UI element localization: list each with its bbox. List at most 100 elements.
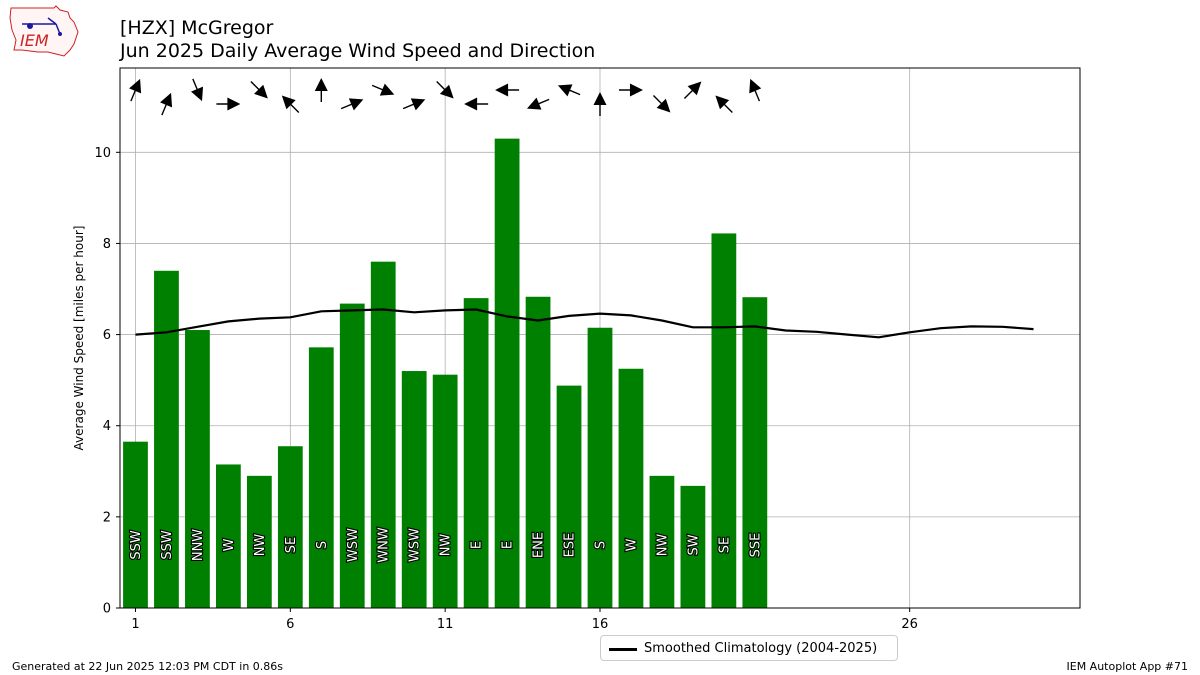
wind-bar — [463, 298, 489, 608]
y-axis-label: Average Wind Speed [miles per hour] — [72, 226, 86, 451]
wind-arrow-head — [160, 92, 173, 108]
wind-bar — [185, 330, 210, 608]
chart-subtitle: Jun 2025 Daily Average Wind Speed and Di… — [120, 40, 596, 62]
x-tick-label: 1 — [131, 617, 139, 632]
wind-arrow — [371, 83, 395, 96]
direction-label: ENE — [532, 532, 547, 558]
x-tick-label: 26 — [901, 617, 918, 632]
wind-arrow — [129, 78, 142, 102]
direction-label: NW — [439, 534, 454, 557]
wind-arrow-head — [687, 81, 702, 96]
y-tick-label: 0 — [103, 602, 111, 617]
wind-bar — [308, 347, 334, 608]
wind-arrow — [281, 95, 300, 113]
wind-arrow-head — [749, 78, 762, 94]
wind-arrows — [129, 78, 762, 116]
direction-label: S — [315, 541, 330, 549]
direction-label: WNW — [377, 527, 392, 563]
wind-arrow — [402, 98, 426, 111]
wind-arrow — [683, 81, 702, 99]
wind-bar — [123, 441, 148, 608]
wind-arrow-head — [593, 92, 607, 105]
y-tick-label: 4 — [103, 419, 111, 434]
wind-arrow — [526, 97, 550, 110]
legend-swatch — [609, 648, 637, 651]
direction-label: SSW — [129, 530, 144, 560]
wind-bar — [556, 385, 582, 608]
wind-bar — [618, 368, 644, 608]
direction-label: NNW — [191, 529, 206, 561]
wind-bar — [277, 446, 303, 608]
footer-generated: Generated at 22 Jun 2025 12:03 PM CDT in… — [12, 660, 284, 673]
wind-bar — [742, 297, 768, 608]
wind-bar — [680, 485, 706, 608]
wind-arrow — [749, 78, 762, 102]
iem-logo: IEM — [8, 4, 80, 60]
wind-arrow-head — [379, 83, 395, 96]
wind-arrow-head — [191, 86, 204, 102]
wind-arrow-head — [281, 95, 296, 110]
direction-label: NW — [655, 534, 670, 557]
wind-bar — [339, 303, 365, 608]
y-tick-label: 6 — [103, 328, 111, 343]
direction-label: SSE — [748, 533, 763, 558]
wind-arrow — [618, 83, 643, 97]
wind-arrow — [216, 97, 241, 111]
wind-arrow-head — [464, 97, 478, 111]
wind-arrow-head — [227, 97, 241, 111]
wind-arrow — [314, 78, 328, 102]
wind-arrow — [593, 92, 607, 116]
wind-arrow — [191, 78, 204, 102]
bars — [123, 138, 768, 608]
logo-text: IEM — [20, 31, 49, 50]
wind-bar — [154, 270, 179, 608]
wind-bar — [494, 138, 520, 608]
wind-arrow — [464, 97, 489, 111]
wind-arrow-head — [656, 98, 671, 113]
wind-bar — [587, 327, 613, 608]
x-tick-label: 11 — [437, 617, 454, 632]
wind-arrow — [160, 92, 173, 116]
direction-label: W — [222, 538, 237, 551]
direction-label: NW — [253, 534, 268, 557]
direction-label: SE — [717, 537, 732, 553]
direction-label: SSW — [160, 530, 175, 560]
direction-label: SW — [686, 534, 701, 555]
wind-arrow-head — [410, 98, 426, 111]
wind-bar — [246, 475, 272, 608]
wind-arrow-head — [129, 78, 142, 94]
wind-bar — [711, 233, 737, 608]
direction-label: E — [470, 541, 485, 549]
direction-label: SE — [284, 537, 299, 553]
x-tick-label: 16 — [592, 617, 609, 632]
footer-app: IEM Autoplot App #71 — [1066, 660, 1189, 673]
direction-label: W — [624, 538, 639, 551]
wind-arrow — [436, 81, 454, 99]
climatology-line — [135, 308, 1034, 339]
wind-arrow-head — [314, 78, 328, 91]
wind-bar — [401, 371, 427, 608]
y-tick-label: 2 — [103, 510, 111, 525]
legend-label: Smoothed Climatology (2004-2025) — [644, 641, 878, 656]
direction-label: E — [501, 541, 516, 549]
wind-chart: SSW SSW NNW W NW SE S WSW WNW WSW NW E E ENE ESE S W NW SW… — [72, 67, 1081, 632]
wind-arrow — [715, 95, 733, 113]
y-tick-label: 8 — [103, 237, 111, 252]
wind-arrow-head — [526, 97, 542, 110]
wind-arrow — [250, 81, 268, 99]
y-tick-label: 10 — [94, 146, 111, 161]
legend: Smoothed Climatology (2004-2025) — [600, 635, 898, 661]
wind-arrow-head — [439, 84, 454, 99]
wind-arrow-head — [495, 83, 509, 97]
wind-arrow-head — [629, 83, 643, 97]
wind-bar — [432, 374, 458, 608]
wind-bar — [370, 261, 396, 608]
wind-arrow — [557, 84, 581, 97]
x-tick-label: 6 — [286, 617, 294, 632]
direction-label: ESE — [563, 533, 578, 558]
direction-labels: SSW SSW NNW W NW SE S WSW WNW WSW NW E E ENE ESE S W NW SW… — [128, 526, 765, 564]
wind-arrow-head — [557, 84, 573, 97]
wind-arrow — [652, 95, 671, 113]
chart-title: [HZX] McGregor — [120, 17, 274, 39]
